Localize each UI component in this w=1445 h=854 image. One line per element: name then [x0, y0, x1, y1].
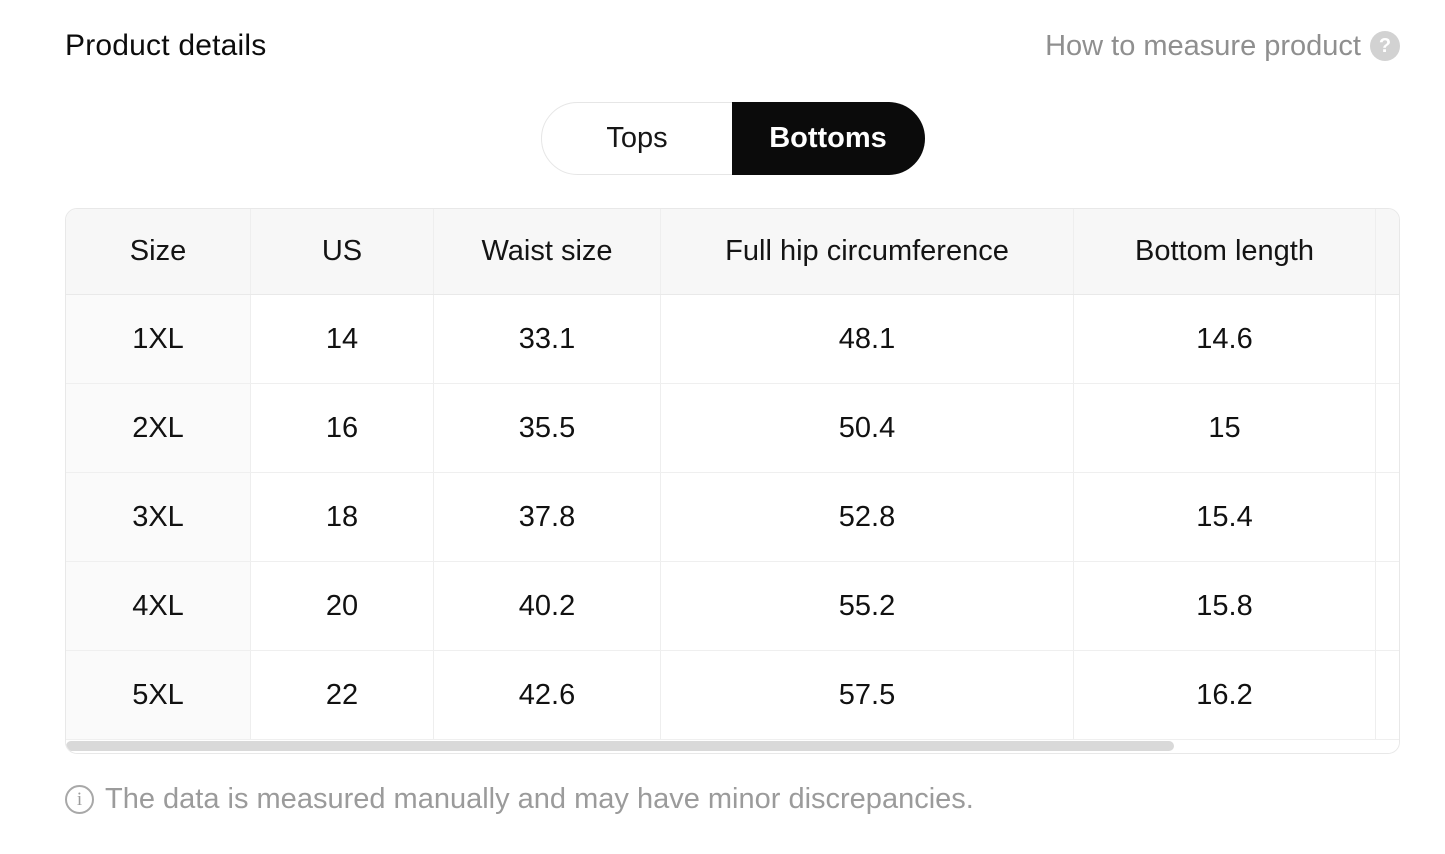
horizontal-scrollbar-track [66, 740, 1399, 753]
cell-size: 1XL [66, 295, 251, 383]
cell-size: 5XL [66, 651, 251, 739]
category-toggle: Tops Bottoms [540, 102, 925, 175]
panel-header: Product details How to measure product ? [65, 24, 1400, 68]
disclaimer-text: The data is measured manually and may ha… [105, 783, 974, 815]
table-row: 1XL 14 33.1 48.1 14.6 [66, 295, 1399, 384]
question-mark-icon[interactable]: ? [1370, 31, 1400, 61]
table-header-row: Size US Waist size Full hip circumferenc… [66, 209, 1399, 295]
partial-column-cell [1376, 473, 1399, 561]
size-table: Size US Waist size Full hip circumferenc… [65, 208, 1400, 754]
partial-column-cell [1376, 295, 1399, 383]
cell-hip: 48.1 [661, 295, 1074, 383]
cell-size: 2XL [66, 384, 251, 472]
col-header-us: US [251, 209, 434, 294]
how-to-measure-link[interactable]: How to measure product ? [1045, 30, 1400, 63]
partial-column-header [1376, 209, 1399, 294]
cell-us: 18 [251, 473, 434, 561]
cell-hip: 50.4 [661, 384, 1074, 472]
table-row: 3XL 18 37.8 52.8 15.4 [66, 473, 1399, 562]
partial-column-cell [1376, 651, 1399, 739]
cell-size: 3XL [66, 473, 251, 561]
cell-waist: 35.5 [434, 384, 661, 472]
tab-tops[interactable]: Tops [606, 122, 668, 154]
cell-length: 15.8 [1074, 562, 1376, 650]
cell-hip: 52.8 [661, 473, 1074, 561]
page-title: Product details [65, 29, 267, 62]
cell-waist: 42.6 [434, 651, 661, 739]
col-header-waist: Waist size [434, 209, 661, 294]
table-row: 5XL 22 42.6 57.5 16.2 [66, 651, 1399, 740]
table-row: 2XL 16 35.5 50.4 15 [66, 384, 1399, 473]
cell-us: 22 [251, 651, 434, 739]
cell-waist: 40.2 [434, 562, 661, 650]
cell-waist: 33.1 [434, 295, 661, 383]
partial-column-cell [1376, 562, 1399, 650]
cell-waist: 37.8 [434, 473, 661, 561]
product-details-panel: Product details How to measure product ?… [65, 24, 1400, 816]
cell-length: 14.6 [1074, 295, 1376, 383]
cell-length: 15 [1074, 384, 1376, 472]
partial-column-cell [1376, 384, 1399, 472]
table-row: 4XL 20 40.2 55.2 15.8 [66, 562, 1399, 651]
cell-us: 16 [251, 384, 434, 472]
category-toggle-wrap: Tops Bottoms [65, 102, 1400, 175]
cell-hip: 55.2 [661, 562, 1074, 650]
col-header-hip: Full hip circumference [661, 209, 1074, 294]
cell-size: 4XL [66, 562, 251, 650]
cell-length: 15.4 [1074, 473, 1376, 561]
cell-hip: 57.5 [661, 651, 1074, 739]
col-header-size: Size [66, 209, 251, 294]
info-icon: i [65, 785, 94, 814]
col-header-length: Bottom length [1074, 209, 1376, 294]
how-to-measure-label: How to measure product [1045, 29, 1361, 62]
cell-us: 14 [251, 295, 434, 383]
cell-us: 20 [251, 562, 434, 650]
cell-length: 16.2 [1074, 651, 1376, 739]
measurement-disclaimer: i The data is measured manually and may … [65, 783, 1400, 816]
horizontal-scrollbar-thumb[interactable] [66, 741, 1174, 751]
tab-bottoms[interactable]: Bottoms [731, 102, 925, 175]
